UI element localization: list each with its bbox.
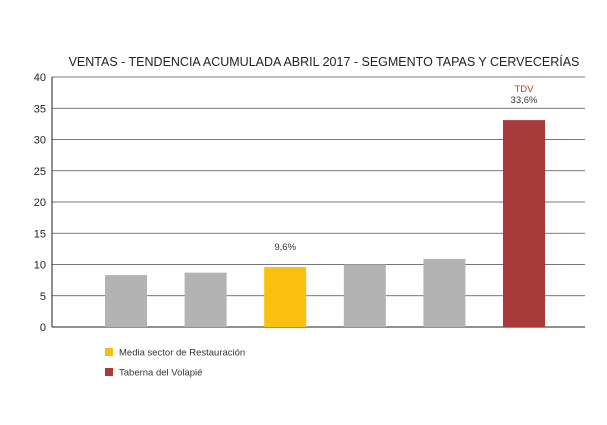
- y-tick-label: 0: [40, 322, 46, 334]
- y-tick-label: 40: [34, 72, 46, 84]
- bar: [343, 264, 386, 327]
- y-tick-label: 5: [40, 291, 46, 303]
- data-label: 9,6%: [274, 242, 296, 253]
- legend-label: Media sector de Restauración: [119, 348, 245, 359]
- legend-label: Taberna del Volapié: [119, 368, 202, 379]
- y-tick-label: 20: [34, 197, 46, 209]
- bar: [423, 258, 466, 327]
- y-tick-label: 25: [34, 166, 46, 178]
- grid-lines: [52, 76, 585, 297]
- y-tick-label: 30: [34, 135, 46, 147]
- bars: [105, 120, 545, 327]
- y-tick-label: 15: [34, 228, 46, 240]
- bar: [264, 267, 307, 327]
- y-tick-label: 35: [34, 103, 46, 115]
- bar: [105, 275, 147, 327]
- bar: [184, 272, 227, 327]
- legend: Media sector de Restauración Taberna del …: [105, 348, 245, 379]
- y-tick-label: 10: [34, 260, 46, 272]
- bar: [503, 120, 545, 327]
- data-label: TDV: [515, 84, 535, 95]
- chart-title: VENTAS - TENDENCIA ACUMULADA ABRIL 2017 …: [69, 54, 580, 69]
- legend-swatch: [105, 348, 113, 356]
- data-label: 33,6%: [511, 95, 538, 106]
- legend-swatch: [105, 368, 113, 376]
